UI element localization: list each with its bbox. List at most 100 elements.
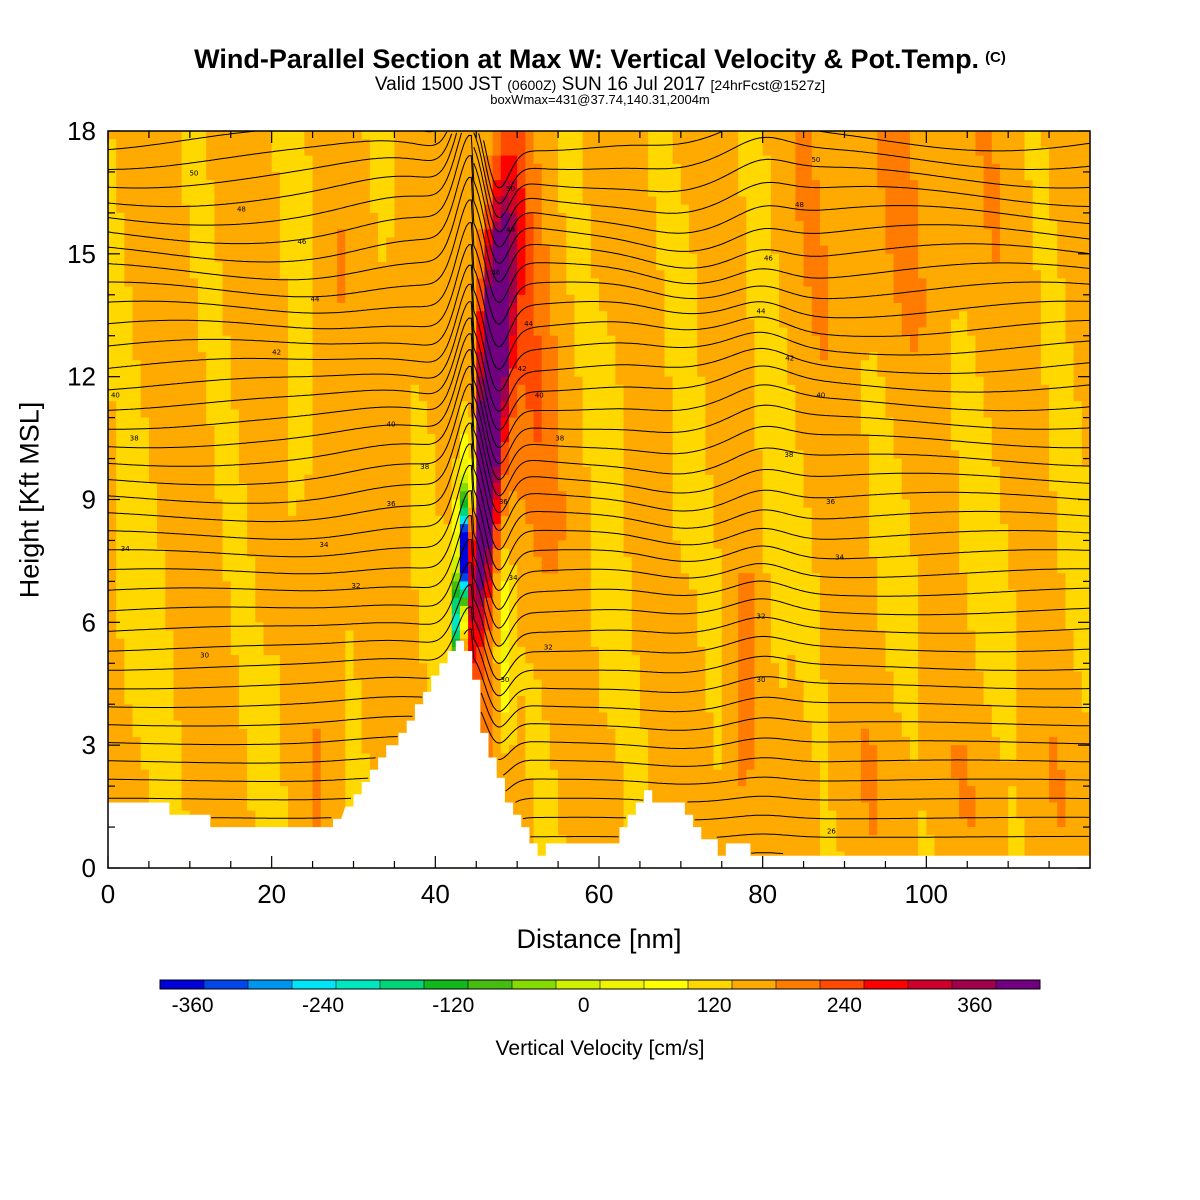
- velocity-cell: [1040, 319, 1067, 329]
- velocity-cell: [476, 384, 486, 394]
- velocity-cell: [181, 139, 207, 148]
- velocity-cell: [222, 548, 248, 558]
- velocity-cell: [959, 507, 1001, 517]
- velocity-cell: [623, 524, 674, 533]
- velocity-cell: [140, 368, 207, 378]
- velocity-cell: [263, 630, 346, 640]
- axis-ticks: [107, 130, 1090, 869]
- velocity-cell: [459, 515, 469, 525]
- velocity-cell: [157, 483, 215, 492]
- velocity-cell: [140, 360, 207, 370]
- velocity-cell: [500, 188, 518, 198]
- velocity-cell: [705, 442, 756, 451]
- velocity-cell: [549, 761, 625, 771]
- velocity-cell: [836, 818, 870, 828]
- velocity-cell: [1049, 736, 1058, 746]
- velocity-cell: [508, 589, 518, 599]
- velocity-cell: [869, 491, 903, 501]
- theta-label: 34: [320, 541, 329, 549]
- velocity-cell: [623, 548, 682, 558]
- velocity-cell: [893, 671, 919, 681]
- velocity-cell: [459, 540, 469, 550]
- velocity-cell: [525, 155, 535, 165]
- velocity-cell: [819, 843, 837, 853]
- velocity-cell: [468, 605, 486, 615]
- velocity-cell: [869, 818, 878, 828]
- velocity-cell: [508, 352, 518, 361]
- velocity-cell: [476, 556, 486, 566]
- velocity-cell: [517, 352, 543, 361]
- velocity-cell: [451, 515, 461, 525]
- velocity-cell: [869, 466, 903, 476]
- velocity-cell: [500, 646, 510, 656]
- velocity-cell: [468, 663, 486, 673]
- velocity-cell: [959, 483, 1001, 492]
- velocity-cell: [541, 163, 559, 173]
- velocity-cell: [558, 204, 592, 214]
- velocity-cell: [803, 262, 829, 271]
- velocity-cell: [410, 450, 436, 460]
- theta-label: 38: [130, 435, 139, 443]
- velocity-cell: [222, 327, 289, 337]
- velocity-cell: [116, 458, 150, 468]
- velocity-cell: [525, 286, 535, 296]
- velocity-cell: [508, 270, 518, 279]
- velocity-cell: [558, 171, 584, 181]
- velocity-cell: [508, 556, 543, 566]
- velocity-cell: [451, 466, 461, 476]
- velocity-cell: [312, 442, 412, 451]
- colorbar-swatch: [776, 980, 821, 989]
- velocity-cell: [558, 131, 584, 140]
- velocity-cell: [345, 270, 477, 279]
- velocity-cell: [623, 417, 674, 427]
- velocity-cell: [517, 163, 526, 173]
- velocity-cell: [500, 139, 526, 148]
- velocity-cell: [369, 196, 396, 206]
- velocity-cell: [721, 630, 739, 640]
- velocity-cell: [566, 245, 592, 255]
- velocity-cell: [746, 212, 772, 222]
- velocity-cell: [484, 196, 494, 206]
- velocity-cell: [181, 728, 248, 738]
- velocity-cell: [697, 253, 747, 263]
- velocity-cell: [869, 515, 911, 525]
- velocity-cell: [950, 343, 977, 353]
- velocity-cell: [967, 597, 1017, 607]
- velocity-cell: [599, 286, 666, 296]
- velocity-cell: [132, 728, 183, 738]
- velocity-cell: [517, 311, 535, 320]
- velocity-cell: [1065, 589, 1091, 599]
- velocity-cell: [1016, 687, 1083, 697]
- velocity-cell: [320, 802, 346, 812]
- velocity-cell: [828, 696, 895, 705]
- velocity-cell: [819, 761, 829, 771]
- velocity-cell: [721, 556, 764, 566]
- velocity-cell: [860, 786, 878, 795]
- velocity-cell: [312, 745, 322, 754]
- velocity-cell: [1032, 212, 1050, 222]
- velocity-cell: [828, 294, 895, 304]
- velocity-cell: [108, 548, 117, 558]
- velocity-cell: [410, 458, 436, 468]
- velocity-cell: [713, 753, 723, 763]
- velocity-cell: [108, 262, 125, 271]
- velocity-cell: [549, 311, 576, 320]
- velocity-cell: [108, 614, 117, 623]
- velocity-cell: [746, 311, 780, 320]
- velocity-cell: [500, 433, 510, 443]
- velocity-cell: [116, 499, 158, 509]
- velocity-cell: [590, 466, 625, 476]
- velocity-cell: [721, 736, 739, 746]
- velocity-cell: [803, 270, 829, 279]
- velocity-cell: [140, 745, 183, 754]
- velocity-cell: [541, 433, 559, 443]
- velocity-cell: [713, 515, 764, 525]
- velocity-cell: [1073, 630, 1091, 640]
- velocity-cell: [1065, 311, 1091, 320]
- velocity-cell: [312, 171, 371, 181]
- theta-label: 36: [387, 500, 396, 508]
- velocity-cell: [492, 655, 502, 664]
- velocity-cell: [214, 212, 281, 222]
- velocity-cell: [803, 237, 821, 247]
- velocity-cell: [599, 278, 666, 288]
